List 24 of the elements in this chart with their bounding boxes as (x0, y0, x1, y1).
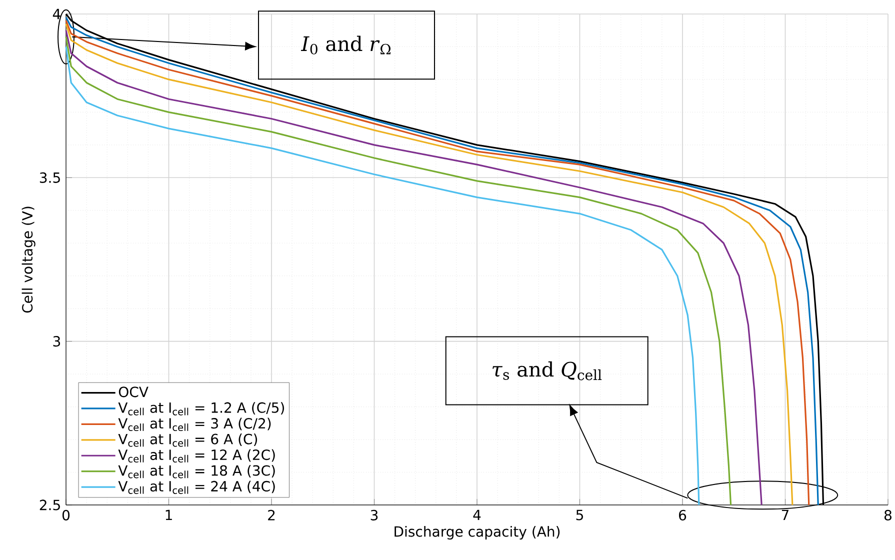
x-tick-label: 5 (576, 510, 583, 520)
x-tick-label: 4 (473, 510, 481, 520)
legend-label: OCV (118, 386, 148, 398)
x-tick-label: 7 (782, 510, 789, 520)
x-tick-label: 8 (884, 510, 892, 520)
x-tick-label: 1 (166, 510, 172, 520)
legend-label: V$_{cell}$ at I$_{cell}$ = 24 A (4C) (118, 480, 275, 494)
annotation: I$_{0}$ and r$_{Ω}$ (300, 36, 390, 54)
x-tick-label: 2 (268, 510, 275, 520)
y-axis-title: Cell voltage (V) (22, 206, 36, 313)
y-tick-label: 3.5 (40, 172, 60, 183)
legend-label: V$_{cell}$ at I$_{cell}$ = 6 A (C) (118, 434, 258, 447)
legend-label: V$_{cell}$ at I$_{cell}$ = 1.2 A (C/5) (118, 402, 284, 416)
legend-label: V$_{cell}$ at I$_{cell}$ = 12 A (2C) (118, 449, 275, 463)
legend-label: V$_{cell}$ at I$_{cell}$ = 18 A (3C) (118, 464, 275, 478)
annotation: τ$_{s}$ and Q$_{cell}$ (492, 361, 602, 380)
x-tick-label: 3 (370, 510, 378, 520)
y-tick-label: 3 (53, 336, 60, 347)
y-tick-label: 4 (52, 8, 60, 20)
legend-label: V$_{cell}$ at I$_{cell}$ = 3 A (C/2) (118, 418, 271, 432)
x-axis-title: Discharge capacity (Ah) (394, 526, 560, 540)
x-tick-label: 0 (62, 510, 70, 520)
x-tick-label: 6 (679, 510, 686, 520)
y-tick-label: 2.5 (40, 500, 60, 510)
